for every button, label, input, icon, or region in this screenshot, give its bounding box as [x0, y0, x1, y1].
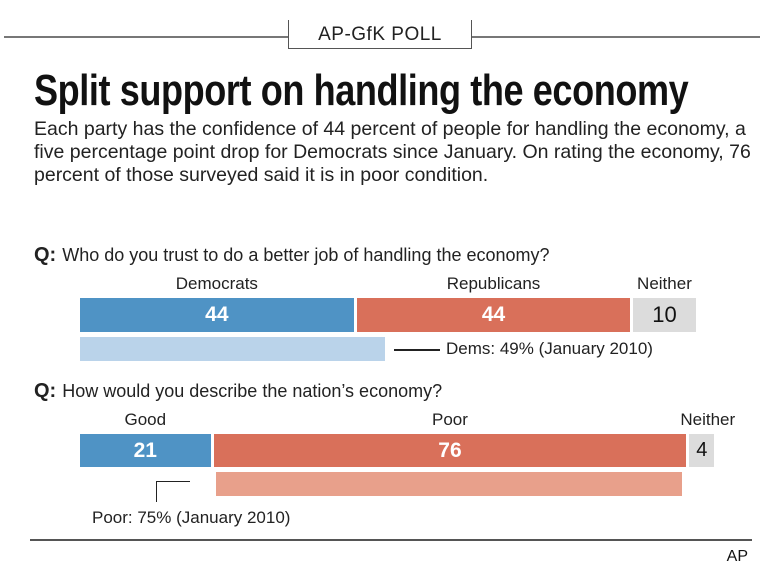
question-2: Q: How would you describe the nation’s ec…	[34, 380, 442, 403]
value-label: 10	[652, 302, 677, 327]
question-text: Who do you trust to do a better job of h…	[62, 245, 550, 265]
headline: Split support on handling the economy	[34, 66, 689, 115]
q-prefix: Q:	[34, 244, 57, 266]
bottom-rule	[30, 539, 752, 541]
label-democrats: Democrats	[175, 274, 258, 293]
bar-democrats: 44	[80, 298, 354, 332]
value-label: 4	[696, 439, 708, 461]
q-prefix: Q:	[34, 380, 57, 402]
dek: Each party has the confidence of 44 perc…	[34, 118, 751, 186]
bar-poor-january	[215, 472, 683, 496]
bar-neither: 10	[633, 298, 696, 332]
bar-neither: 4	[689, 434, 715, 467]
kicker: AP-GfK POLL	[288, 20, 472, 49]
question-text: How would you describe the nation’s econ…	[62, 381, 443, 401]
label-poor: Poor	[432, 410, 468, 429]
bar-republicans: 44	[356, 298, 631, 332]
note-poor-january: Poor: 75% (January 2010)	[92, 508, 291, 527]
bar-good: 21	[80, 434, 211, 467]
label-neither: Neither	[637, 274, 692, 293]
leader-line	[394, 349, 440, 351]
bar-dems-january	[80, 337, 385, 361]
value-label: 76	[438, 438, 462, 462]
label-neither: Neither	[680, 410, 736, 429]
value-label: 44	[481, 303, 506, 326]
leader-line	[156, 481, 190, 502]
value-label: 21	[133, 438, 157, 462]
note-dems-january: Dems: 49% (January 2010)	[446, 339, 653, 358]
label-republicans: Republicans	[446, 274, 541, 293]
label-good: Good	[124, 410, 167, 429]
credit: AP	[726, 548, 748, 565]
question-1: Q: Who do you trust to do a better job of…	[34, 244, 550, 267]
bar-poor: 76	[213, 434, 687, 467]
value-label: 44	[205, 303, 229, 326]
